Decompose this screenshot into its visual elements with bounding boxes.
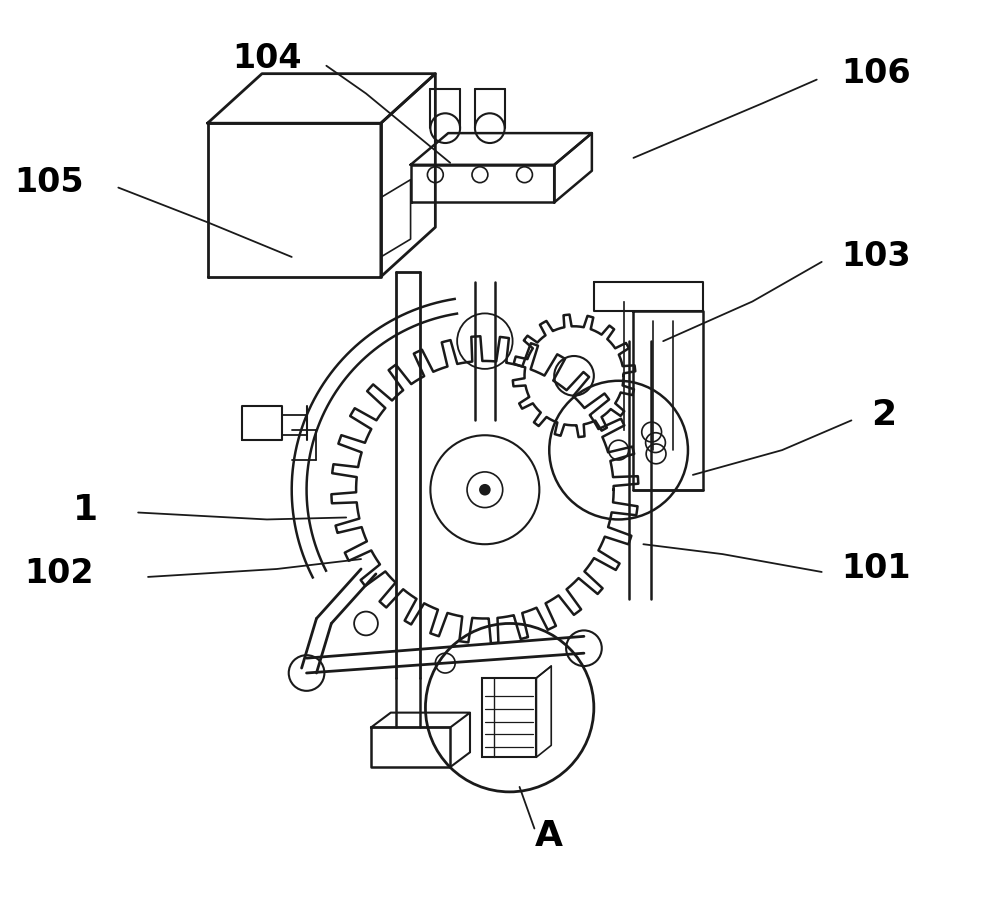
Text: 106: 106	[842, 57, 911, 91]
Text: 102: 102	[24, 557, 94, 590]
Text: 105: 105	[14, 166, 84, 200]
Text: 103: 103	[842, 240, 911, 274]
Text: 1: 1	[73, 492, 99, 527]
Text: 101: 101	[842, 553, 911, 586]
Bar	[482, 678, 536, 757]
Text: 2: 2	[871, 398, 896, 432]
Text: A: A	[535, 820, 563, 854]
Circle shape	[480, 485, 490, 494]
Text: 104: 104	[232, 43, 302, 76]
